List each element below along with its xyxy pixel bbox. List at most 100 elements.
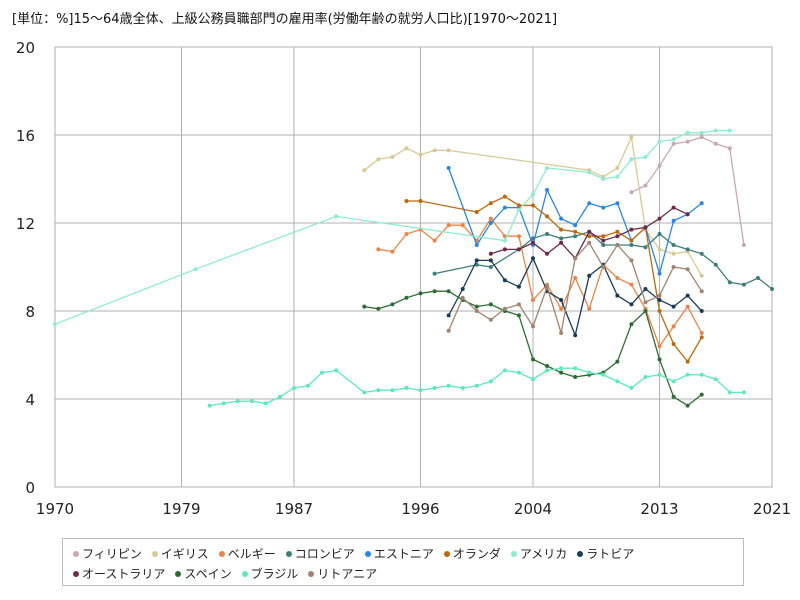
data-point bbox=[432, 386, 437, 390]
data-point bbox=[545, 232, 550, 236]
data-point bbox=[629, 302, 634, 307]
data-point bbox=[699, 372, 704, 377]
data-point bbox=[685, 359, 690, 364]
data-point bbox=[601, 205, 606, 210]
data-point bbox=[685, 267, 690, 272]
data-point bbox=[741, 390, 746, 395]
data-point bbox=[306, 383, 311, 388]
data-point bbox=[390, 388, 395, 393]
data-point bbox=[615, 359, 620, 364]
data-point bbox=[432, 238, 437, 243]
legend-label: スペイン bbox=[184, 567, 232, 581]
data-point bbox=[531, 357, 535, 362]
data-point bbox=[573, 229, 578, 234]
data-point bbox=[587, 234, 592, 239]
data-point bbox=[685, 247, 690, 252]
data-point bbox=[657, 298, 662, 302]
data-point bbox=[699, 273, 704, 278]
data-point bbox=[657, 309, 662, 313]
data-point bbox=[545, 214, 550, 219]
data-point bbox=[502, 194, 507, 199]
data-point bbox=[770, 287, 774, 291]
data-point bbox=[362, 304, 367, 309]
data-point bbox=[334, 214, 339, 219]
data-point bbox=[671, 243, 676, 247]
legend-marker bbox=[443, 550, 450, 557]
series-10 bbox=[207, 366, 746, 408]
data-point bbox=[685, 139, 690, 144]
data-point bbox=[643, 300, 648, 305]
legend-marker bbox=[151, 550, 158, 557]
data-point bbox=[559, 370, 564, 375]
data-point bbox=[559, 331, 564, 335]
data-point bbox=[587, 240, 592, 245]
data-point bbox=[446, 383, 451, 388]
data-point bbox=[671, 394, 676, 399]
data-point bbox=[671, 304, 676, 309]
legend-label: アメリカ bbox=[519, 547, 568, 561]
data-point bbox=[671, 218, 676, 223]
data-point bbox=[502, 368, 507, 373]
data-point bbox=[573, 366, 578, 371]
data-point bbox=[502, 247, 507, 252]
data-point bbox=[657, 372, 662, 377]
data-point bbox=[376, 306, 381, 311]
data-point bbox=[573, 375, 578, 379]
legend-marker bbox=[308, 570, 315, 577]
x-tick-label: 1987 bbox=[275, 500, 313, 518]
data-point bbox=[671, 205, 676, 210]
data-point bbox=[545, 368, 550, 373]
data-point bbox=[488, 216, 493, 221]
legend-item: ベルギー bbox=[218, 545, 276, 562]
series-9 bbox=[362, 289, 704, 408]
data-point bbox=[474, 309, 479, 313]
data-point bbox=[418, 388, 423, 393]
data-point bbox=[601, 238, 606, 243]
data-point bbox=[685, 212, 690, 217]
data-point bbox=[376, 157, 381, 162]
legend-label: コロンビア bbox=[294, 547, 355, 561]
data-point bbox=[699, 201, 704, 206]
legend-row: フィリピン イギリス ベルギー コロンビア エストニア オランダ アメリカ ラトビア bbox=[73, 545, 634, 562]
data-point bbox=[615, 379, 620, 384]
legend-item: オーストラリア bbox=[73, 565, 165, 582]
y-tick-label: 4 bbox=[25, 391, 35, 409]
legend-label: フィリピン bbox=[82, 547, 142, 561]
series-8 bbox=[488, 205, 690, 261]
data-point bbox=[488, 258, 493, 263]
y-tick-label: 20 bbox=[16, 39, 35, 57]
data-point bbox=[559, 366, 564, 371]
legend-item: フィリピン bbox=[73, 545, 142, 562]
data-point bbox=[516, 370, 521, 375]
data-point bbox=[446, 166, 451, 170]
data-point bbox=[418, 291, 423, 296]
data-point bbox=[249, 399, 254, 404]
data-point bbox=[53, 322, 57, 327]
legend-marker bbox=[73, 550, 79, 557]
data-point bbox=[531, 324, 535, 329]
data-point bbox=[193, 267, 198, 272]
data-point bbox=[601, 265, 606, 269]
data-point bbox=[643, 309, 648, 313]
data-point bbox=[545, 251, 550, 256]
data-point bbox=[292, 386, 296, 390]
series-line bbox=[378, 217, 703, 348]
data-point bbox=[390, 249, 395, 254]
data-point bbox=[362, 390, 367, 395]
data-point bbox=[741, 282, 746, 287]
data-point bbox=[531, 298, 535, 302]
data-point bbox=[699, 135, 704, 140]
data-point bbox=[488, 317, 493, 322]
data-point bbox=[404, 199, 409, 203]
data-point bbox=[531, 203, 535, 208]
series-line bbox=[54, 129, 730, 325]
data-point bbox=[671, 251, 676, 256]
data-point bbox=[643, 287, 648, 291]
data-point bbox=[657, 344, 662, 349]
data-point bbox=[699, 335, 704, 340]
series-line bbox=[209, 367, 744, 407]
data-point bbox=[207, 403, 212, 408]
x-tick-label: 2021 bbox=[753, 500, 791, 518]
data-point bbox=[559, 236, 564, 241]
data-point bbox=[404, 295, 409, 300]
